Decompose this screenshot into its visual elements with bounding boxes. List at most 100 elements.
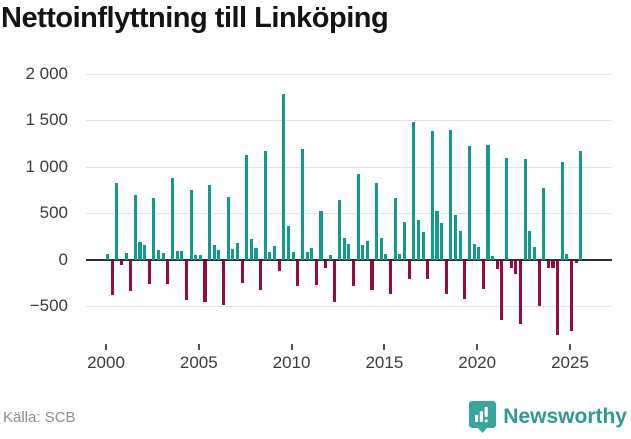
bar-2005-Q3 (208, 185, 212, 260)
x-axis-label: 2020 (458, 353, 497, 372)
bar-2004-Q4 (194, 254, 198, 260)
bar-2005-Q1 (198, 254, 202, 260)
source-note: Källa: SCB (3, 409, 76, 426)
y-axis-label: 1 000 (25, 156, 68, 176)
bar-2012-Q4 (342, 238, 346, 260)
brand-name: Newsworthy (503, 405, 627, 428)
gridline-1500 (86, 120, 612, 122)
bar-2012-Q2 (333, 260, 337, 302)
x-axis-tick (105, 344, 107, 350)
bar-2024-Q4 (565, 254, 569, 260)
bar-2025-Q2 (574, 260, 578, 264)
x-axis-tick (476, 344, 479, 350)
y-axis-label: 500 (39, 203, 68, 223)
bar-2022-Q1 (514, 260, 518, 275)
gridline-1000 (86, 166, 612, 168)
bar-2001-Q3 (133, 194, 137, 260)
bar-2019-Q1 (458, 230, 462, 260)
bar-2017-Q4 (435, 211, 439, 260)
bar-2000-Q1 (106, 254, 110, 260)
bar-2011-Q4 (324, 260, 328, 269)
bar-2015-Q2 (389, 260, 393, 294)
bar-2006-Q3 (226, 197, 230, 260)
chart-title: Nettoinflyttning till Linköping (1, 2, 389, 34)
bar-2008-Q4 (268, 252, 272, 260)
bar-2012-Q3 (338, 199, 342, 260)
bar-2000-Q3 (115, 182, 119, 260)
bar-2023-Q4 (546, 260, 550, 268)
bar-2021-Q3 (505, 157, 509, 260)
bar-2013-Q2 (351, 260, 355, 287)
gridline-2000 (86, 74, 612, 75)
x-axis-label: 2000 (87, 353, 125, 372)
bar-2014-Q1 (365, 241, 369, 260)
bar-2015-Q4 (398, 254, 402, 260)
bar-2021-Q1 (495, 260, 499, 269)
bar-2003-Q2 (166, 260, 170, 284)
bar-2016-Q3 (412, 122, 416, 260)
zero-line (86, 258, 612, 261)
bar-2013-Q1 (347, 243, 351, 260)
bar-2007-Q2 (240, 260, 244, 283)
bar-2022-Q4 (528, 230, 532, 260)
bar-2002-Q2 (147, 260, 151, 284)
y-axis-label: 2 000 (25, 64, 68, 83)
bar-2006-Q1 (217, 250, 221, 260)
bar-2019-Q2 (463, 260, 467, 299)
bar-2016-Q1 (402, 222, 407, 260)
bar-2014-Q4 (379, 238, 383, 260)
bar-2009-Q1 (273, 245, 277, 260)
bar-2015-Q3 (393, 197, 397, 260)
bar-2001-Q4 (138, 241, 142, 260)
x-axis-label: 2015 (365, 353, 404, 372)
bar-2015-Q1 (384, 254, 388, 260)
bar-2001-Q1 (124, 252, 128, 260)
bar-2021-Q4 (509, 260, 513, 268)
bar-2018-Q1 (440, 223, 444, 260)
bar-2017-Q1 (421, 231, 425, 260)
bar-2000-Q4 (119, 260, 123, 265)
bar-2008-Q2 (259, 260, 263, 291)
bar-2003-Q3 (170, 177, 175, 260)
bar-2022-Q2 (518, 260, 523, 324)
bar-2004-Q1 (180, 250, 184, 260)
bar-2001-Q2 (129, 260, 133, 292)
bar-2025-Q1 (570, 260, 574, 332)
bar-2007-Q3 (245, 154, 249, 260)
bar-2004-Q2 (184, 260, 188, 301)
bar-2018-Q2 (444, 260, 448, 294)
x-axis-tick (383, 344, 386, 350)
gridline--500 (86, 306, 612, 307)
bar-2022-Q3 (523, 159, 527, 260)
bar-2024-Q2 (556, 260, 560, 335)
x-axis-tick (569, 344, 571, 350)
gridline-500 (86, 213, 612, 215)
bar-2002-Q4 (157, 250, 161, 260)
bar-2000-Q2 (110, 260, 114, 295)
bar-2021-Q2 (500, 260, 504, 320)
bar-2010-Q2 (296, 260, 300, 287)
bar-2018-Q4 (454, 214, 458, 260)
y-axis-label: 1 500 (25, 110, 68, 130)
bar-2008-Q1 (254, 248, 258, 260)
bar-2005-Q2 (203, 260, 207, 302)
bar-2012-Q1 (328, 255, 332, 260)
y-axis-label: −500 (29, 296, 68, 315)
bar-2010-Q4 (305, 251, 309, 260)
bar-2019-Q3 (467, 146, 471, 260)
bar-2023-Q3 (542, 187, 546, 260)
bar-2020-Q3 (486, 144, 490, 260)
bar-2014-Q2 (370, 260, 374, 290)
bar-2020-Q1 (477, 247, 481, 260)
bar-2006-Q4 (231, 248, 235, 260)
bar-2007-Q4 (249, 238, 253, 260)
bar-2003-Q4 (175, 251, 179, 260)
bar-2023-Q1 (532, 247, 536, 260)
bar-2013-Q4 (361, 245, 365, 260)
bar-2025-Q3 (579, 150, 583, 260)
bar-2024-Q3 (560, 161, 564, 260)
bar-2006-Q2 (222, 260, 226, 306)
bar-2011-Q3 (319, 211, 323, 260)
bar-2017-Q2 (426, 260, 430, 280)
